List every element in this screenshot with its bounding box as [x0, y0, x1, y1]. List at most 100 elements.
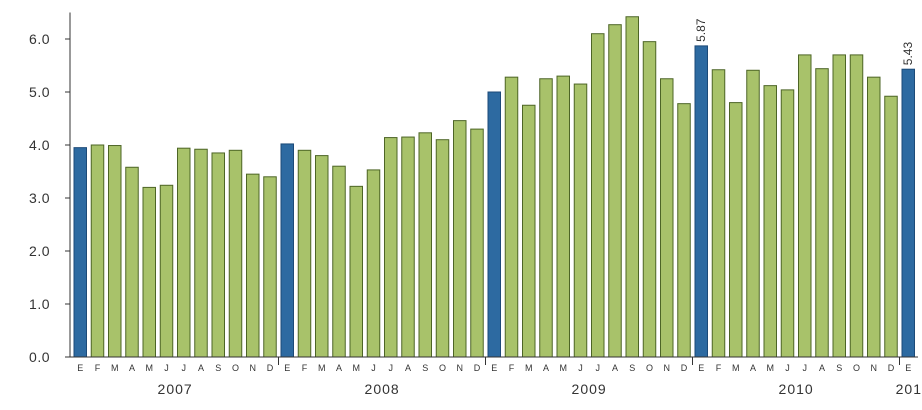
bar-month	[297, 149, 312, 358]
x-tick-label: F	[716, 363, 722, 373]
x-tick-label: J	[371, 363, 376, 373]
data-label: 5.43	[901, 42, 915, 66]
bar-month	[159, 184, 174, 358]
bar-month	[142, 186, 156, 358]
bar-month	[849, 54, 864, 358]
bar-month	[867, 76, 881, 358]
x-tick-label: J	[389, 363, 394, 373]
bar-month	[177, 147, 191, 358]
x-tick-label: J	[596, 363, 601, 373]
x-tick-label: J	[803, 363, 808, 373]
bar-january	[901, 68, 915, 358]
y-tick-label: 2.0	[29, 243, 50, 259]
x-tick-label: J	[785, 363, 790, 373]
x-tick-label: M	[353, 363, 361, 373]
bar-month	[763, 85, 777, 358]
y-tick-label: 1.0	[29, 296, 50, 312]
x-tick-label: E	[284, 363, 290, 373]
x-tick-label: F	[509, 363, 515, 373]
x-tick-label: O	[853, 363, 860, 373]
bar-month	[504, 76, 519, 358]
bar-month	[332, 165, 346, 358]
x-tick-label: M	[146, 363, 154, 373]
x-tick-label: D	[681, 363, 688, 373]
bar-month	[470, 128, 484, 358]
x-tick-label: A	[612, 363, 618, 373]
bar-january	[73, 147, 87, 358]
y-tick-label: 5.0	[29, 84, 50, 100]
bar-month	[677, 103, 691, 358]
bar-month	[349, 185, 363, 358]
x-tick-label: E	[698, 363, 704, 373]
bar-january	[694, 45, 708, 358]
x-tick-label: M	[318, 363, 326, 373]
bar-month	[608, 24, 622, 358]
y-tick-label: 4.0	[29, 137, 50, 153]
x-tick-label: A	[129, 363, 135, 373]
bar-month	[798, 54, 812, 358]
y-tick-label: 6.0	[29, 31, 50, 47]
bar-month	[194, 148, 208, 358]
x-tick-label: E	[77, 363, 83, 373]
x-tick-label: N	[457, 363, 464, 373]
bar-month	[884, 95, 898, 358]
x-tick-label: J	[164, 363, 169, 373]
bar-month	[435, 139, 450, 358]
y-axis: 0.0 1.0 2.0 3.0 4.0 5.0 6.0	[29, 12, 71, 365]
x-tick-label: E	[491, 363, 497, 373]
x-tick-label: E	[905, 363, 911, 373]
x-tick-label: N	[871, 363, 878, 373]
bar-month	[729, 102, 743, 358]
bar-january	[487, 91, 501, 358]
x-tick-label: A	[198, 363, 204, 373]
x-tick-label: M	[111, 363, 119, 373]
year-label: 2007	[158, 381, 193, 397]
x-tick-label: A	[819, 363, 825, 373]
x-tick-label: M	[732, 363, 740, 373]
x-tick-label: D	[474, 363, 481, 373]
bar-month	[366, 169, 381, 358]
bar-month	[573, 83, 588, 358]
y-tick-label: 3.0	[29, 190, 50, 206]
bar-month	[625, 16, 639, 358]
x-tick-label: M	[525, 363, 533, 373]
year-label: 2010	[779, 381, 814, 397]
data-labels: 5.87 5.43	[694, 18, 915, 65]
bar-month	[125, 166, 139, 358]
x-tick-label: M	[560, 363, 568, 373]
x-tick-label: F	[302, 363, 308, 373]
x-tick-label: J	[578, 363, 583, 373]
bar-month	[418, 132, 432, 358]
bar-month	[90, 144, 105, 358]
bar-month	[832, 54, 846, 358]
x-tick-label: A	[750, 363, 756, 373]
bar-month	[746, 69, 760, 358]
x-tick-label: S	[629, 363, 635, 373]
bar-month	[108, 145, 122, 358]
bars	[73, 16, 915, 358]
x-tick-label: N	[250, 363, 257, 373]
bar-month	[815, 68, 829, 358]
bar-january	[280, 143, 294, 358]
x-tick-label: O	[439, 363, 446, 373]
bar-month	[660, 78, 674, 358]
year-label: 2009	[572, 381, 607, 397]
x-tick-label: S	[836, 363, 842, 373]
bar-month	[401, 136, 415, 358]
bar-month	[642, 41, 657, 358]
y-tick-label: 0.0	[29, 349, 50, 365]
bar-month	[315, 155, 329, 358]
year-label: 201	[896, 381, 922, 397]
x-tick-label: A	[543, 363, 549, 373]
x-tick-label: F	[95, 363, 101, 373]
bar-month	[263, 176, 277, 358]
bar-month	[384, 137, 398, 358]
bar-month	[780, 89, 795, 358]
x-tick-label: O	[646, 363, 653, 373]
bar-month	[711, 69, 726, 358]
bar-month	[591, 33, 605, 358]
x-tick-label: A	[336, 363, 342, 373]
